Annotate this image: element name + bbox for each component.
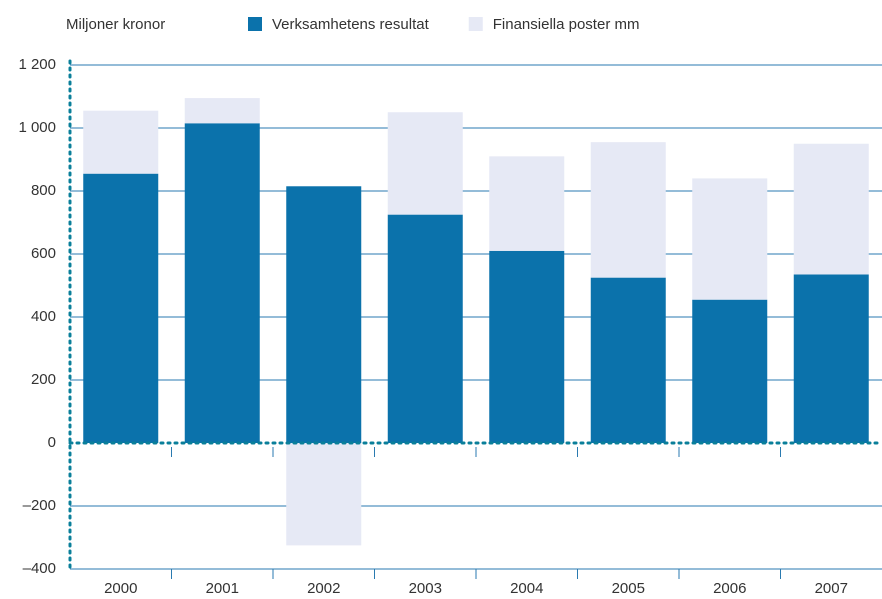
x-tick-label: 2003 [409, 580, 442, 597]
y-tick-label: 400 [31, 308, 56, 325]
x-tick-label: 2006 [713, 580, 746, 597]
bar [286, 186, 362, 443]
y-tick-label: –200 [23, 497, 56, 514]
x-tick-label: 2005 [612, 580, 645, 597]
bar [590, 142, 666, 278]
y-tick-label: –400 [23, 560, 56, 577]
bar [387, 112, 463, 215]
bar [387, 214, 463, 443]
bar [692, 178, 768, 300]
bar [489, 250, 565, 443]
y-tick-label: 600 [31, 245, 56, 262]
x-tick-label: 2004 [510, 580, 543, 597]
legend-swatch [468, 17, 483, 31]
x-tick-label: 2000 [104, 580, 137, 597]
bar [184, 123, 260, 444]
bar [83, 173, 159, 444]
bar [793, 143, 869, 275]
x-tick-label: 2002 [307, 580, 340, 597]
y-tick-label: 0 [48, 434, 56, 451]
bar [489, 156, 565, 251]
bar [184, 98, 260, 124]
legend-label: Verksamhetens resultat [272, 16, 430, 33]
legend-swatch [248, 17, 262, 31]
x-tick-label: 2007 [815, 580, 848, 597]
y-axis-label: Miljoner kronor [66, 16, 165, 33]
y-tick-label: 800 [31, 182, 56, 199]
bar [286, 443, 362, 546]
y-tick-label: 1 000 [18, 119, 56, 136]
bar [590, 277, 666, 443]
y-tick-label: 1 200 [18, 56, 56, 73]
bar [83, 110, 159, 174]
bar [793, 274, 869, 443]
x-tick-label: 2001 [206, 580, 239, 597]
y-tick-label: 200 [31, 371, 56, 388]
bar [692, 299, 768, 443]
legend-label: Finansiella poster mm [493, 16, 640, 33]
